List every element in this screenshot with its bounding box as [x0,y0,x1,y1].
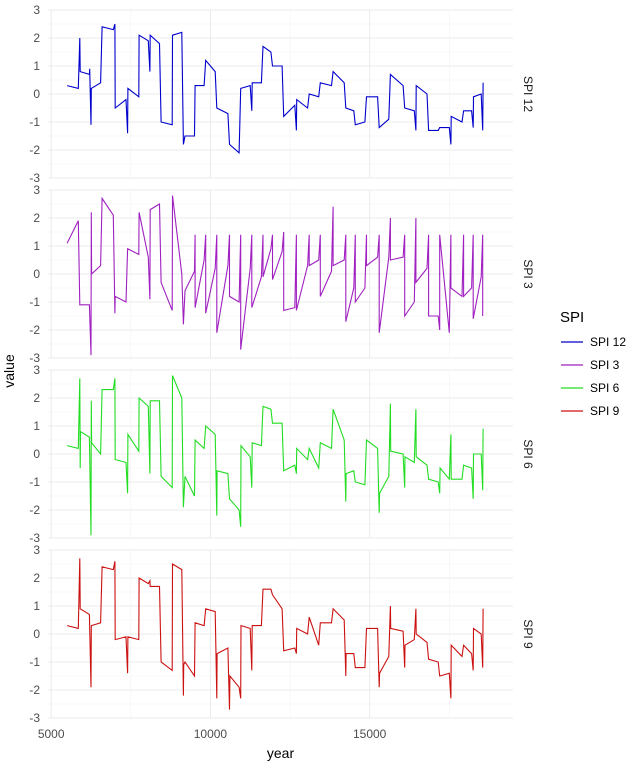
y-tick-label: 3 [33,3,40,17]
series-line [66,558,484,710]
y-tick-label: 3 [33,363,40,377]
legend-item: SPI 6 [561,381,620,395]
y-tick-label: -2 [29,503,40,517]
series-line [66,375,484,536]
y-tick-label: -2 [29,683,40,697]
facet-strip-label: SPI 12 [521,76,535,112]
series-line [66,195,484,356]
facet-panel: -3 -2 -1 0 1 2 3 SPI 12 [29,3,535,185]
y-tick-label: -1 [29,295,40,309]
legend-item: SPI 3 [561,358,620,372]
y-tick-label: 1 [33,599,40,613]
legend-title: SPI [560,309,584,326]
y-tick-label: 0 [33,87,40,101]
y-tick-label: 1 [33,59,40,73]
y-tick-label: -1 [29,475,40,489]
y-tick-label: -2 [29,323,40,337]
x-axis: 5000 10000 15000 [38,727,387,741]
y-tick-label: -1 [29,655,40,669]
y-tick-label: -3 [29,711,40,725]
y-tick-label: 3 [33,543,40,557]
y-tick-label: 2 [33,571,40,585]
facet-panels: -3 -2 -1 0 1 2 3 SPI 12 -3 -2 -1 0 1 2 3 SPI 3 -3 -2 -1 0 1 2… [29,3,535,741]
y-tick-label: -1 [29,115,40,129]
x-tick-label: 10000 [194,727,228,741]
facet-panel: -3 -2 -1 0 1 2 3 SPI 3 [29,183,535,365]
y-tick-label: -3 [29,531,40,545]
y-tick-label: 2 [33,211,40,225]
series-line [66,23,484,154]
y-tick-label: 0 [33,267,40,281]
facet-panel: -3 -2 -1 0 1 2 3 SPI 6 [29,363,535,545]
legend-label: SPI 6 [590,381,620,395]
y-tick-label: -2 [29,143,40,157]
facet-strip-label: SPI 6 [521,439,535,469]
legend-label: SPI 3 [590,358,620,372]
y-tick-label: 3 [33,183,40,197]
y-tick-label: 1 [33,419,40,433]
y-tick-label: -3 [29,351,40,365]
facet-panel: -3 -2 -1 0 1 2 3 SPI 9 [29,543,535,725]
y-tick-label: 2 [33,31,40,45]
legend-item: SPI 9 [561,404,620,418]
legend-item: SPI 12 [561,335,626,349]
y-tick-label: 2 [33,391,40,405]
y-axis-title: value [1,354,17,388]
legend-label: SPI 9 [590,404,620,418]
x-tick-label: 15000 [353,727,387,741]
x-tick-label: 5000 [38,727,65,741]
facet-strip-label: SPI 3 [521,259,535,289]
y-tick-label: 0 [33,627,40,641]
facet-strip-label: SPI 9 [521,619,535,649]
y-tick-label: -3 [29,171,40,185]
legend: SPI SPI 12 SPI 3 SPI 6 SPI 9 [560,309,626,418]
legend-label: SPI 12 [590,335,626,349]
y-tick-label: 0 [33,447,40,461]
y-tick-label: 1 [33,239,40,253]
x-axis-title: year [267,745,295,761]
